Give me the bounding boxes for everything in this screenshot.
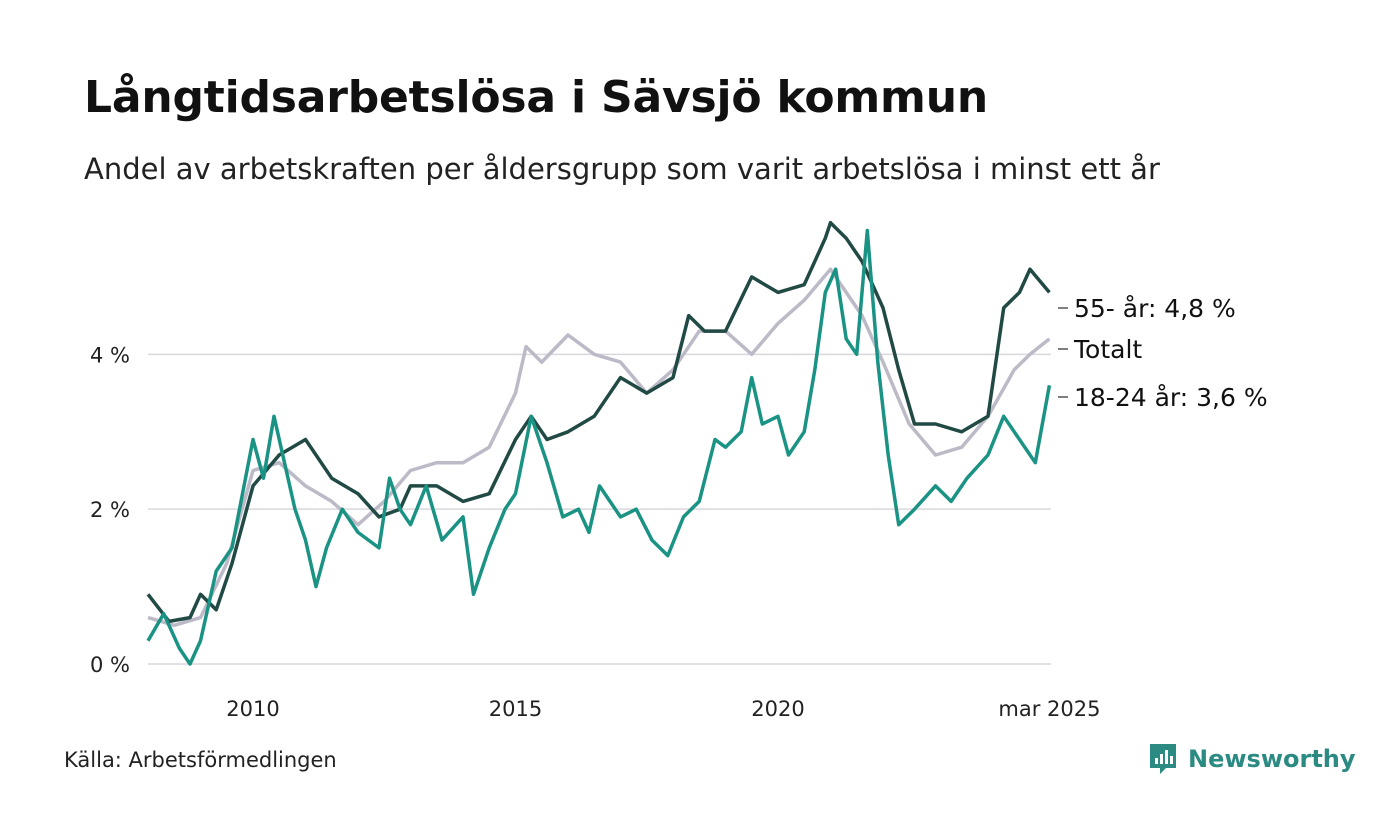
y-axis-ticks: 0 % 2 % 4 % bbox=[90, 343, 130, 677]
y-tick-label: 4 % bbox=[90, 343, 130, 367]
x-tick-label: 2015 bbox=[489, 697, 542, 721]
series-line-0 bbox=[147, 267, 1051, 628]
x-tick-label: 2010 bbox=[226, 697, 279, 721]
newsworthy-logo-icon bbox=[1150, 744, 1176, 774]
series-lines bbox=[146, 220, 1052, 666]
x-tick-label: 2020 bbox=[751, 697, 804, 721]
series-label: Totalt bbox=[1073, 335, 1142, 364]
x-tick-label: mar 2025 bbox=[998, 697, 1100, 721]
series-line-2 bbox=[146, 228, 1052, 666]
x-axis-ticks: 2010 2015 2020 mar 2025 bbox=[226, 697, 1100, 721]
y-tick-label: 0 % bbox=[90, 653, 130, 677]
series-end-labels: Totalt 55- år: 4,8 % 18-24 år: 3,6 % bbox=[1058, 294, 1268, 412]
brand-name: Newsworthy bbox=[1188, 745, 1356, 773]
source-note: Källa: Arbetsförmedlingen bbox=[64, 748, 337, 772]
chart-subtitle: Andel av arbetskraften per åldersgrupp s… bbox=[84, 152, 1160, 186]
chart-title: Långtidsarbetslösa i Sävsjö kommun bbox=[84, 72, 988, 123]
y-tick-label: 2 % bbox=[90, 498, 130, 522]
series-line-1 bbox=[146, 220, 1051, 624]
series-label: 18-24 år: 3,6 % bbox=[1074, 383, 1268, 412]
brand-logo: Newsworthy bbox=[1148, 742, 1356, 776]
series-label: 55- år: 4,8 % bbox=[1074, 294, 1236, 323]
